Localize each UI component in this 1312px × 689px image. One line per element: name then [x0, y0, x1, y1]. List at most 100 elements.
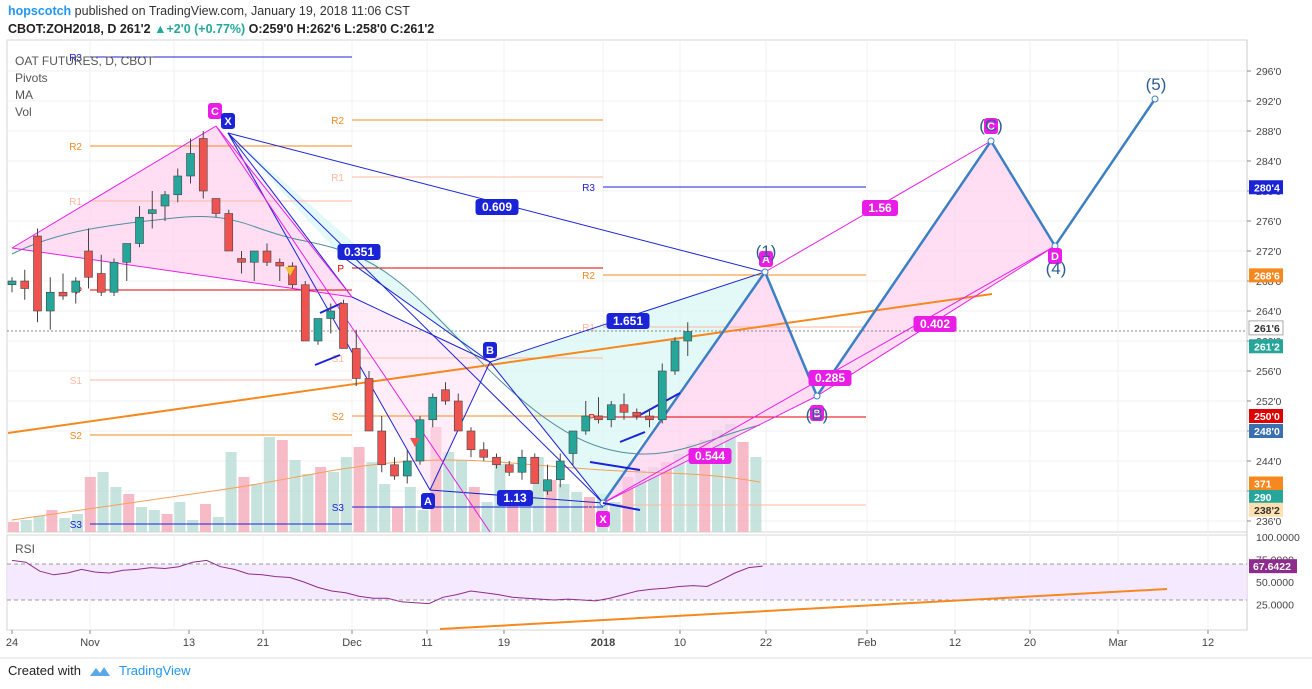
volume-bar	[340, 457, 352, 532]
pattern-line	[339, 254, 491, 363]
candle-body	[351, 348, 361, 379]
legend-item: MA	[15, 88, 33, 102]
price-marker: 248'0	[1249, 424, 1283, 438]
candle-body	[211, 198, 221, 214]
volume-bar	[46, 510, 58, 532]
volume-bar	[148, 510, 160, 532]
volume-bar	[59, 518, 71, 532]
time-tick-label: 24	[6, 637, 18, 649]
time-tick-label: Dec	[342, 637, 362, 649]
time-tick-label: 10	[674, 637, 686, 649]
candle-body	[237, 258, 246, 263]
price-marker: 290	[1249, 490, 1283, 504]
time-tick-label: Mar	[1109, 637, 1128, 649]
price-tick-label: 256'0	[1256, 366, 1282, 378]
price-tick-label: 236'0	[1256, 516, 1282, 528]
volume-bar	[161, 514, 173, 532]
candle-body	[300, 284, 310, 342]
svg-text:C: C	[987, 121, 995, 133]
candle-body	[58, 291, 68, 297]
candle-body	[224, 213, 234, 252]
volume-bar	[276, 440, 288, 532]
time-tick-label: 22	[760, 637, 772, 649]
volume-bar	[571, 492, 583, 532]
volume-bar	[673, 454, 685, 532]
elliott-point	[987, 137, 995, 145]
volume-bar	[456, 460, 467, 532]
elliott-label: (5)	[1146, 75, 1167, 94]
svg-text:67.6422: 67.6422	[1253, 561, 1291, 573]
created-with-label: Created with	[8, 663, 81, 678]
down-arrow-marker	[285, 267, 295, 276]
candle-body	[7, 280, 17, 286]
volume-bar	[8, 522, 19, 532]
harmonic-fill	[603, 272, 817, 503]
volume-bar	[532, 457, 544, 532]
candle-body	[364, 378, 374, 432]
time-tick-label: 19	[498, 637, 510, 649]
volume-bar	[353, 447, 365, 532]
volume-bar	[737, 442, 749, 532]
time-tick-label: 2018	[591, 637, 615, 649]
pivot-label: S1	[332, 354, 345, 365]
price-marker: 268'6	[1249, 268, 1283, 283]
ratio-label: 0.351	[337, 244, 381, 260]
elliott-label: (4)	[1046, 259, 1067, 278]
candle-body	[683, 331, 693, 342]
pivot-label: R2	[69, 142, 82, 153]
volume-bar	[136, 507, 147, 532]
ratio-label: 1.56	[862, 200, 898, 216]
price-tick-label: 252'0	[1256, 396, 1282, 408]
price-tick-label: 276'0	[1256, 216, 1282, 228]
trend-stroke	[589, 461, 641, 471]
volume-bar	[264, 437, 275, 532]
elliott-point	[761, 268, 769, 276]
elliott-label: (C)	[979, 116, 1003, 135]
publisher-username[interactable]: hopscotch	[8, 4, 72, 18]
change-arrow: ▲	[154, 22, 167, 36]
price-marker: 261'2	[1249, 339, 1283, 354]
time-tick-label: 13	[183, 637, 195, 649]
volume-bar	[443, 452, 455, 532]
volume-bar	[404, 487, 416, 532]
price-tick-label: 264'0	[1256, 306, 1282, 318]
indicator-legend: OAT FUTURES, D, CBOT Pivots MA Vol	[15, 54, 155, 119]
svg-text:B: B	[486, 345, 494, 357]
elliott-point	[813, 392, 821, 400]
point-label-x: X	[221, 113, 235, 129]
rsi-value-marker: 67.6422	[1249, 559, 1297, 574]
trend-line	[7, 293, 993, 434]
volume-bar	[97, 472, 109, 532]
svg-text:0.402: 0.402	[920, 317, 950, 331]
legend-title: OAT FUTURES, D, CBOT	[15, 54, 155, 68]
candle-body	[543, 479, 552, 492]
candle-body	[390, 464, 399, 477]
pivot-label: P	[337, 264, 344, 275]
pivot-label: R1	[331, 173, 344, 184]
volume-bar	[289, 460, 301, 532]
price-marker: 238'2	[1249, 502, 1283, 517]
pivot-label: R1	[69, 197, 82, 208]
pattern-line	[489, 361, 604, 504]
volume-bar	[72, 514, 83, 532]
candle-body	[632, 411, 642, 417]
candle-body	[568, 430, 578, 454]
volume-bar	[481, 502, 493, 532]
harmonic-fill	[817, 141, 1055, 396]
price-tick-label: 288'0	[1256, 126, 1282, 138]
price-marker: 371	[1249, 476, 1283, 491]
volume-bar	[686, 444, 698, 532]
candle-body	[109, 261, 119, 293]
volume-bar	[238, 477, 250, 532]
pivot-label: S3	[332, 503, 345, 514]
candle-body	[492, 456, 501, 466]
point-label-a: A	[759, 251, 773, 267]
rsi-label: RSI	[15, 542, 35, 556]
volume-bar	[430, 427, 442, 532]
svg-text:A: A	[762, 254, 770, 266]
volume-bar	[507, 500, 519, 532]
volume-bar	[110, 487, 122, 532]
pivot-label: S1	[70, 376, 83, 387]
tradingview-brand[interactable]: TradingView	[118, 663, 191, 678]
